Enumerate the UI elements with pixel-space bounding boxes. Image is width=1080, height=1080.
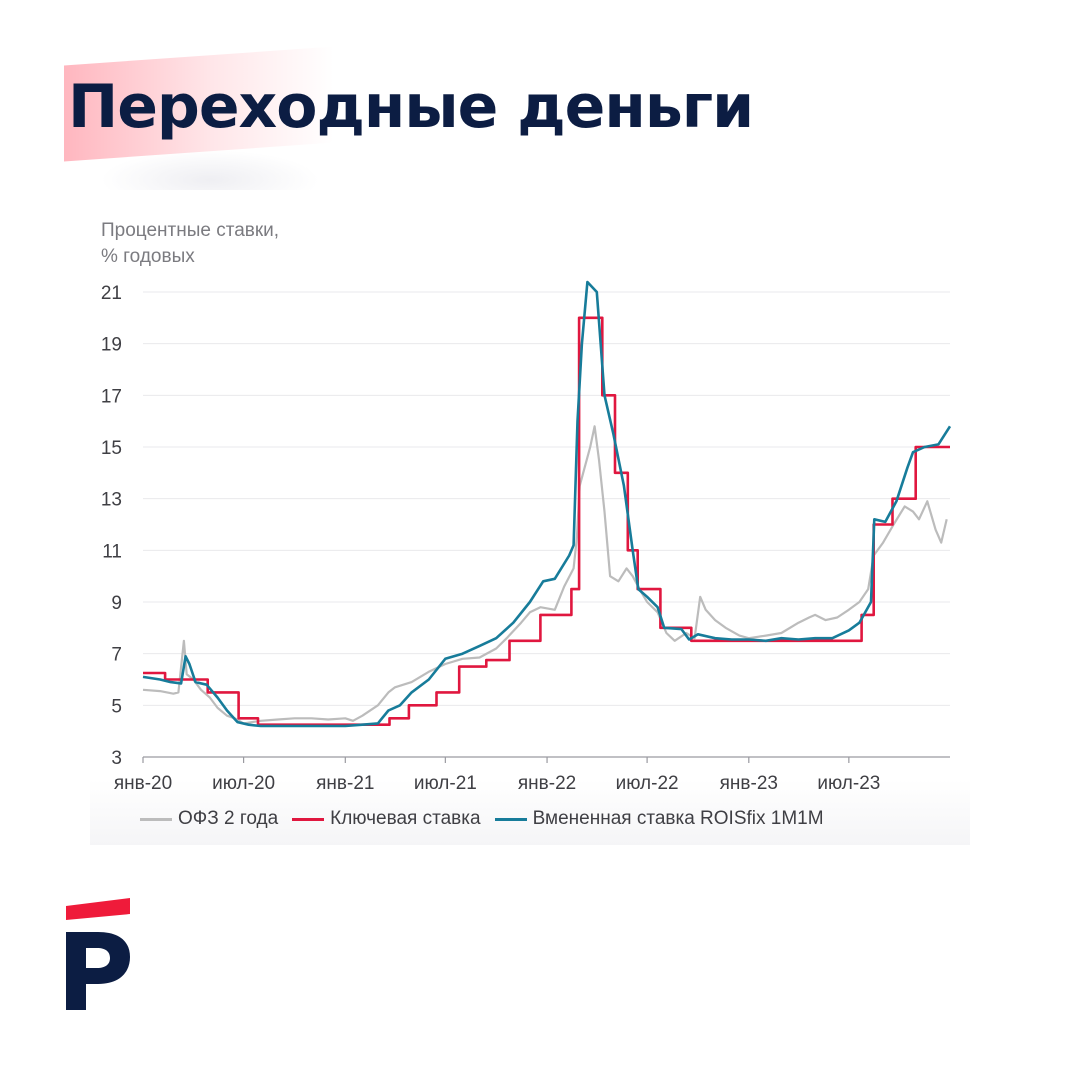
- legend-label-key-rate: Ключевая ставка: [330, 808, 481, 829]
- brand-logo-icon: [66, 898, 130, 1010]
- legend-swatch-ofz: [140, 817, 172, 821]
- page-title: Переходные деньги: [68, 72, 754, 142]
- series-line-0: [142, 425, 948, 725]
- x-tick-label-6: янв-23: [720, 773, 778, 794]
- y-tick-label-3: 3: [111, 748, 122, 769]
- x-tick-label-3: июл-21: [414, 773, 477, 794]
- legend-label-ofz: ОФЗ 2 года: [178, 808, 279, 829]
- legend-swatch-key-rate: [292, 817, 325, 821]
- y-tick-label-11: 11: [102, 541, 122, 562]
- x-tick-label-2: янв-21: [316, 773, 374, 794]
- y-tick-label-15: 15: [101, 438, 122, 459]
- y-axis-title: Процентные ставки, % годовых: [101, 218, 279, 270]
- series-line-2: [142, 280, 952, 728]
- y-axis-title-line-1: Процентные ставки,: [101, 220, 280, 241]
- y-axis-title-line-2: % годовых: [101, 246, 195, 267]
- y-tick-label-19: 19: [101, 335, 122, 356]
- y-tick-label-5: 5: [111, 696, 122, 717]
- x-tick-label-5: июл-22: [616, 773, 679, 794]
- y-tick-label-7: 7: [111, 645, 122, 666]
- x-tick-label-7: июл-23: [817, 773, 880, 794]
- y-tick-label-9: 9: [111, 593, 122, 614]
- legend-item-roisfix: Вмененная ставка ROISfix 1M1M: [494, 808, 824, 830]
- legend-item-ofz: ОФЗ 2 года: [140, 808, 278, 830]
- y-tick-label-21: 21: [101, 283, 122, 304]
- x-tick-label-0: янв-20: [114, 773, 172, 794]
- series-line-1: [143, 316, 950, 726]
- legend-label-roisfix: Вмененная ставка ROISfix 1M1M: [532, 808, 824, 829]
- x-tick-label-1: июл-20: [212, 773, 275, 794]
- y-tick-label-13: 13: [101, 490, 122, 511]
- y-tick-label-17: 17: [101, 386, 122, 407]
- x-tick-label-4: янв-22: [518, 773, 576, 794]
- series-lines: [142, 280, 952, 728]
- chart-card: [90, 190, 970, 845]
- legend: ОФЗ 2 года Ключевая ставка Вмененная ста…: [140, 806, 824, 832]
- grid-lines: [143, 291, 950, 706]
- legend-item-key-rate: Ключевая ставка: [292, 808, 481, 830]
- legend-swatch-roisfix: [494, 817, 527, 821]
- axes: 3 5 7 9 11 13 15 17 19 21 янв-20 июл-20 янв-21 июл-21…: [101, 283, 950, 794]
